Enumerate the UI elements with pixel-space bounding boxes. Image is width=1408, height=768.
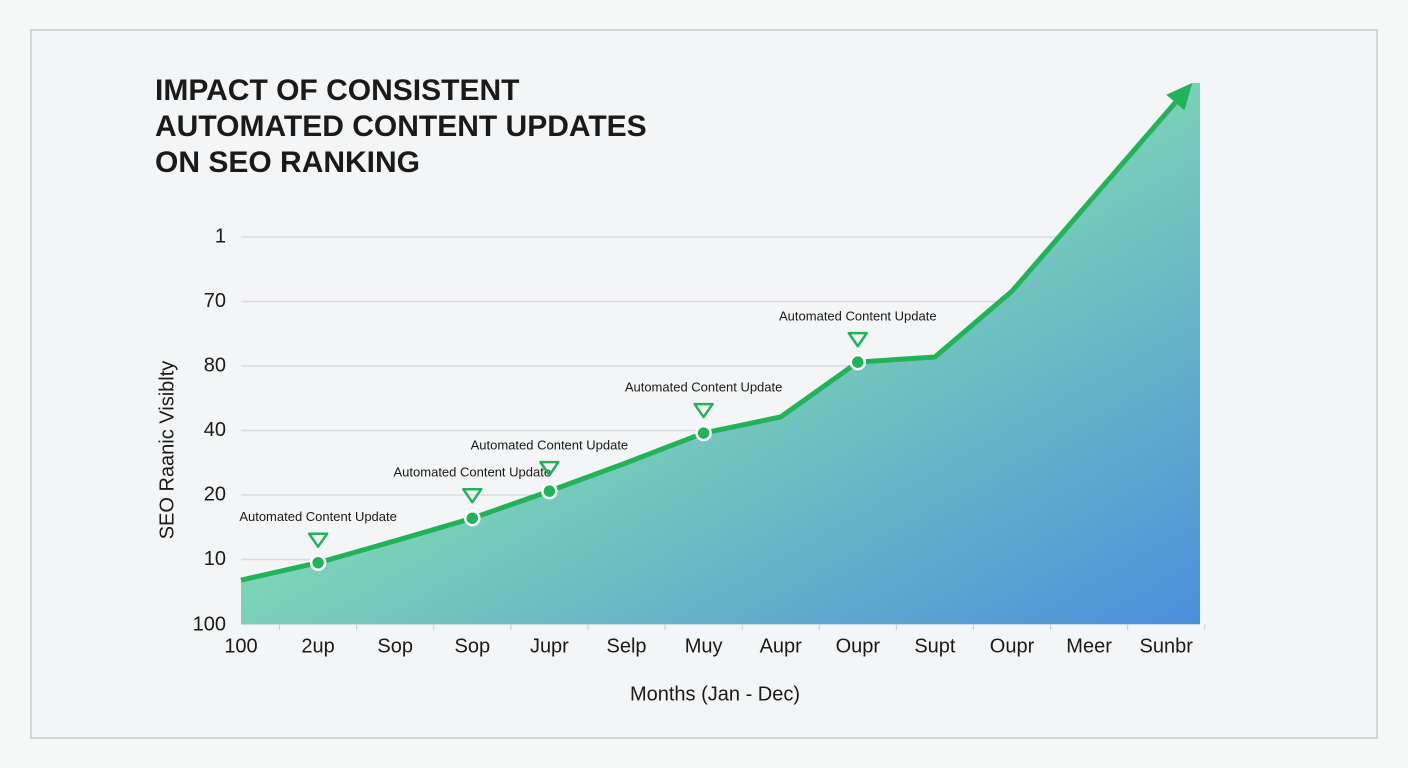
x-tick-label: Oupr [836, 635, 881, 657]
update-marker [464, 509, 481, 527]
x-tick-label: Jupr [530, 635, 569, 657]
y-axis-label: SEO Raanic Visiblty [156, 361, 178, 540]
update-triangle [539, 460, 560, 477]
update-triangle [847, 331, 869, 348]
y-tick-label: 10 [204, 548, 226, 570]
update-triangle [462, 487, 483, 504]
update-marker [309, 554, 327, 571]
x-tick-label: Sunbr [1140, 635, 1194, 657]
update-triangle [693, 402, 714, 419]
update-marker [541, 482, 558, 500]
y-tick-label: 80 [204, 354, 226, 376]
chart-title: IMPACT OF CONSISTENT AUTOMATED CONTENT UP… [155, 74, 647, 179]
title-line: IMPACT OF CONSISTENT [155, 74, 519, 107]
annotation: Automated Content Update [239, 509, 397, 524]
update-marker [849, 353, 867, 371]
y-tick-label: 70 [204, 290, 226, 312]
title-line: ON SEO RANKING [155, 146, 420, 179]
update-marker [695, 424, 712, 442]
x-tick-label: Selp [606, 635, 646, 657]
title-line: AUTOMATED CONTENT UPDATES [155, 110, 647, 143]
x-tick-label: Muy [685, 635, 723, 657]
x-tick-label: Aupr [760, 635, 803, 657]
y-tick-label: 20 [204, 483, 226, 505]
x-tick-label: Sop [455, 635, 491, 657]
y-tick-label: 1 [215, 225, 226, 247]
update-triangle [307, 532, 329, 548]
x-tick-label: 2up [301, 635, 334, 657]
y-tick-label: 100 [193, 613, 226, 635]
annotation: Automated Content Update [471, 438, 629, 453]
annotation: Automated Content Update [625, 380, 783, 395]
x-tick-label: Supt [914, 635, 956, 657]
x-tick-label: 100 [224, 635, 257, 657]
line [240, 88, 1188, 583]
x-axis-label: Months (Jan - Dec) [630, 683, 800, 705]
x-tick-label: Meer [1066, 635, 1112, 657]
arrow-head [1166, 82, 1193, 111]
x-tick-label: Sop [377, 635, 413, 657]
area [241, 82, 1200, 625]
annotation: Automated Content Update [394, 465, 552, 480]
x-tick-label: Oupr [990, 635, 1035, 657]
annotation: Automated Content Update [779, 309, 937, 324]
y-tick-label: 40 [204, 419, 226, 441]
